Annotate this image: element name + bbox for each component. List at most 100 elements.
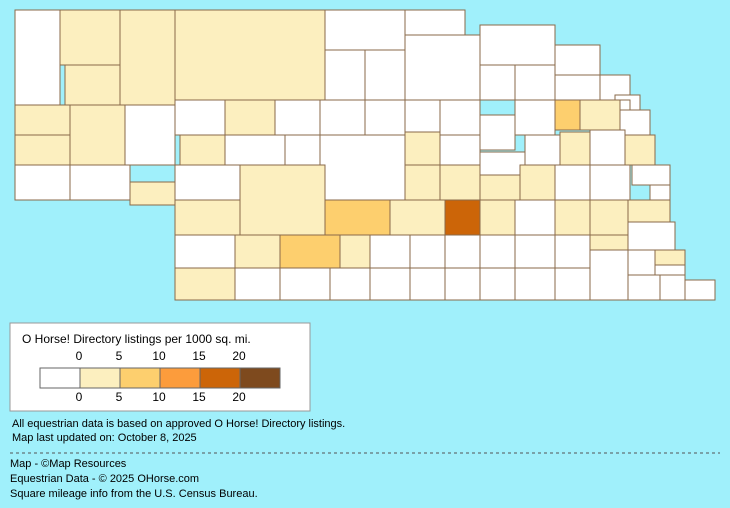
county <box>279 234 341 269</box>
county <box>627 249 656 276</box>
county <box>554 234 591 269</box>
credit: Map - ©Map Resources <box>10 458 127 470</box>
county <box>369 267 411 301</box>
county <box>364 99 406 136</box>
county <box>554 74 601 101</box>
county <box>554 267 591 301</box>
county <box>404 34 481 101</box>
county <box>439 99 481 136</box>
county <box>589 164 631 201</box>
county <box>364 49 406 101</box>
county <box>174 9 326 101</box>
credit: Equestrian Data - © 2025 OHorse.com <box>10 473 199 485</box>
county <box>174 199 241 236</box>
county <box>389 199 446 236</box>
legend-label-top: 15 <box>192 349 206 363</box>
county <box>234 267 281 301</box>
county <box>554 44 601 76</box>
legend-swatch <box>79 367 121 389</box>
county <box>274 99 321 136</box>
county <box>129 181 176 206</box>
county <box>239 164 326 236</box>
county <box>654 264 686 276</box>
county <box>554 199 591 236</box>
county <box>329 267 371 301</box>
legend-title: O Horse! Directory listings per 1000 sq.… <box>22 332 251 346</box>
county <box>14 9 61 106</box>
county <box>14 134 71 166</box>
county <box>14 164 71 201</box>
county <box>444 267 481 301</box>
legend-swatch <box>39 367 81 389</box>
county <box>69 104 126 166</box>
county <box>409 267 446 301</box>
county <box>554 99 581 131</box>
county <box>524 134 561 166</box>
county <box>119 9 176 106</box>
county <box>174 164 241 201</box>
county <box>479 64 516 101</box>
county <box>479 234 516 269</box>
legend-swatch <box>159 367 201 389</box>
county <box>284 134 321 166</box>
county <box>224 99 276 136</box>
county <box>627 221 676 251</box>
county <box>479 174 521 201</box>
legend-label-bottom: 15 <box>192 390 206 404</box>
note: Map last updated on: October 8, 2025 <box>12 432 197 444</box>
county <box>589 129 626 166</box>
county <box>234 234 281 269</box>
county <box>631 164 671 186</box>
county <box>174 267 236 301</box>
county <box>659 274 686 301</box>
county <box>409 234 446 269</box>
county-layer <box>14 9 716 301</box>
county <box>324 49 366 101</box>
legend-label-top: 0 <box>76 349 83 363</box>
county <box>579 99 621 131</box>
county <box>404 9 466 36</box>
county <box>627 274 661 301</box>
county <box>64 64 121 106</box>
legend-swatch <box>199 367 241 389</box>
county <box>174 99 226 136</box>
county <box>479 151 526 176</box>
county <box>479 24 556 66</box>
legend-label-top: 5 <box>116 349 123 363</box>
county <box>514 267 556 301</box>
note: All equestrian data is based on approved… <box>12 418 345 430</box>
county <box>319 134 406 201</box>
county <box>479 199 516 236</box>
county <box>514 199 556 236</box>
county <box>224 134 286 166</box>
legend-box <box>9 322 311 412</box>
county <box>319 99 366 136</box>
county <box>649 184 671 201</box>
county <box>624 134 656 166</box>
legend-label-top: 10 <box>152 349 166 363</box>
county <box>179 134 226 166</box>
county <box>444 199 481 236</box>
county <box>404 131 441 166</box>
county <box>554 164 591 201</box>
county <box>444 234 481 269</box>
legend-label-bottom: 10 <box>152 390 166 404</box>
county <box>124 104 176 166</box>
credit: Square mileage info from the U.S. Census… <box>10 488 258 500</box>
county <box>324 9 406 51</box>
county <box>439 164 481 201</box>
county <box>627 199 671 223</box>
county <box>479 267 516 301</box>
county <box>59 9 121 66</box>
county <box>324 199 391 236</box>
county <box>559 131 591 166</box>
county <box>479 114 516 151</box>
county <box>589 234 629 251</box>
county <box>404 164 441 201</box>
county <box>519 164 556 201</box>
legend-label-top: 20 <box>232 349 246 363</box>
county <box>439 134 481 166</box>
legend-label-bottom: 0 <box>76 390 83 404</box>
legend-label-bottom: 20 <box>232 390 246 404</box>
